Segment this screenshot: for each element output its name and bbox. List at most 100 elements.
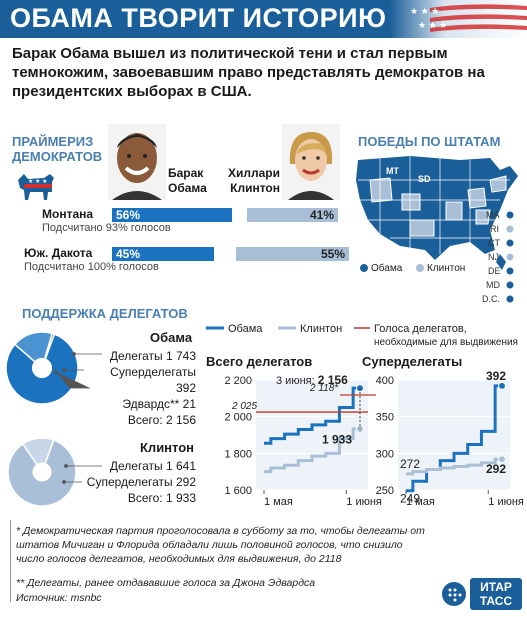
chart1-title: Всего делегатов (206, 354, 313, 369)
clinton-delegates: Делегаты 1 641 (109, 459, 196, 473)
clinton-end-label: 292 (486, 462, 506, 476)
obama-first-name: Барак (168, 166, 204, 180)
us-map: MT SD MA RI CT NJ DE MD D.C. Обама Клинт… (356, 156, 518, 304)
map-label-sd: SD (418, 174, 431, 184)
pie-hole (32, 462, 52, 482)
clinton-bar: 55% (236, 247, 349, 261)
y-tick-label: 400 (376, 375, 394, 387)
obama-percent: 45% (116, 247, 141, 261)
lead-paragraph: Барак Обама вышел из политической тени и… (12, 45, 485, 100)
source-note: Источник: msnbc (16, 592, 102, 604)
clinton-portrait (282, 124, 340, 200)
title-bar: ★ ★ ★ ★ ★ ★ ОБАМА ТВОРИТ ИСТОРИЮ (0, 0, 527, 38)
clinton-series-line (264, 427, 360, 474)
obama-last-point (356, 384, 364, 393)
obama-june3-annotation: 3 июня: 2 156 (276, 373, 348, 387)
counted-note: Подсчитано 100% голосов (24, 261, 159, 273)
obama-bar: 45% (112, 247, 214, 261)
obama-last-name: Обама (168, 181, 207, 195)
clinton-series-line (406, 457, 502, 476)
svg-text:★ ★ ★: ★ ★ ★ (28, 178, 47, 185)
legend-threshold-text2: необходимые для выдвижения (374, 336, 518, 348)
clinton-name: Хиллари Клинтон (228, 166, 280, 196)
threshold-2118-label: 2 118* (309, 383, 339, 394)
clinton-last-point (356, 424, 364, 433)
small-states-legend: MA RI CT NJ DE MD D.C. (482, 210, 514, 304)
primaries-title-line2: ДЕМОКРАТОВ (12, 149, 103, 164)
svg-text:★ ★ ★: ★ ★ ★ (418, 20, 447, 30)
obama-delegate-pie (5, 331, 79, 405)
delegate-pies (5, 331, 102, 507)
y-tick-label: 2 000 (224, 412, 252, 424)
obama-end-label: 392 (486, 369, 506, 383)
clinton-superdelegates-slice (21, 437, 55, 474)
y-tick-label: 1 800 (224, 448, 252, 460)
state-de: DE (488, 266, 501, 276)
legend-clinton-text: Клинтон (300, 323, 342, 335)
logo-line1: ИТАР (480, 580, 512, 594)
obama-support-lines: Делегаты 1 743 Суперделегаты 392 Эдвардс… (104, 348, 196, 428)
legend-threshold-text1: Голоса делегатов, (374, 323, 467, 335)
obama-series-line (264, 386, 360, 445)
x-tick-label: 1 мая (264, 496, 293, 508)
obama-start-label: 249 (400, 492, 420, 506)
obama-total: Всего: 2 156 (127, 413, 196, 427)
y-tick-label: 1 600 (224, 485, 252, 497)
chart2-title: Суперделегаты (362, 354, 463, 369)
clinton-percent: 55% (320, 247, 345, 261)
obama-series-line (406, 384, 502, 493)
primary-results: Монтана 56% 41% Подсчитано 93% голосов Ю… (12, 205, 349, 275)
state-dc: D.C. (482, 294, 500, 304)
state-name: Монтана (42, 207, 94, 221)
us-flag-decoration: ★ ★ ★ ★ ★ ★ (390, 0, 527, 38)
clinton-delegate-pie (7, 437, 77, 507)
state-ct: CT (488, 238, 500, 248)
obama-portrait (108, 124, 166, 200)
obama-bar: 56% (112, 208, 232, 222)
obama-delegates: Делегаты 1 743 (109, 349, 196, 363)
map-title: ПОБЕДЫ ПО ШТАТАМ (358, 134, 501, 149)
clinton-first-name: Хиллари (228, 166, 281, 180)
state-nj: NJ (488, 252, 499, 262)
legend-obama-dot (360, 264, 368, 272)
x-tick-label: 1 июня (346, 496, 382, 508)
clinton-total-label: 1 933 (322, 432, 352, 446)
x-tick-label: 1 мая (406, 496, 435, 508)
obama-name: Барак Обама (168, 166, 207, 196)
x-tick-label: 1 июня (488, 496, 524, 508)
line-chart-legend: Обама Клинтон Голоса делегатов, необходи… (206, 323, 518, 348)
support-title: ПОДДЕРЖКА ДЕЛЕГАТОВ (22, 306, 188, 321)
state-name: Юж. Дакота (24, 246, 93, 260)
y-tick-label: 2 200 (224, 375, 252, 387)
y-tick-label: 300 (376, 448, 394, 460)
clinton-superdelegates: Суперделегаты 292 (86, 475, 196, 489)
primaries-title: ПРАЙМЕРИЗ ДЕМОКРАТОВ (12, 134, 102, 164)
svg-text:★ ★ ★: ★ ★ ★ (410, 6, 439, 16)
state-ma: MA (486, 210, 500, 220)
obama-edwards: Эдвардс** 21 (122, 397, 196, 411)
clinton-start-label: 272 (400, 457, 420, 471)
notes-rule (10, 520, 11, 602)
clinton-support-name: Клинтон (140, 440, 195, 455)
clinton-support-lines: Делегаты 1 641 Суперделегаты 292 Всего: … (84, 458, 196, 506)
footnote-1: * Демократическая партия проголосовала в… (16, 525, 425, 565)
legend-clinton-label: Клинтон (427, 263, 465, 274)
footnote-2: ** Делегаты, ранее отдававшие голоса за … (16, 577, 316, 589)
clinton-last-name: Клинтон (230, 181, 280, 195)
clinton-bar: 41% (247, 208, 338, 222)
y-tick-label: 250 (376, 485, 394, 497)
obama-last-point (498, 381, 506, 390)
donkey-icon: ★ ★ ★ (18, 174, 54, 200)
clinton-percent: 41% (309, 208, 334, 222)
clinton-total: Всего: 1 933 (127, 491, 196, 505)
plot-area (256, 380, 368, 490)
y-tick-label: 350 (376, 412, 394, 424)
itar-tass-logo: ИТАР ТАСС (442, 578, 522, 610)
threshold-2025-label: 2 025 (231, 401, 257, 412)
page-title: ОБАМА ТВОРИТ ИСТОРИЮ (10, 3, 387, 33)
state-ri: RI (490, 224, 499, 234)
logo-line2: ТАСС (480, 594, 513, 608)
primaries-title-line1: ПРАЙМЕРИЗ (12, 134, 94, 149)
state-md: MD (486, 280, 500, 290)
